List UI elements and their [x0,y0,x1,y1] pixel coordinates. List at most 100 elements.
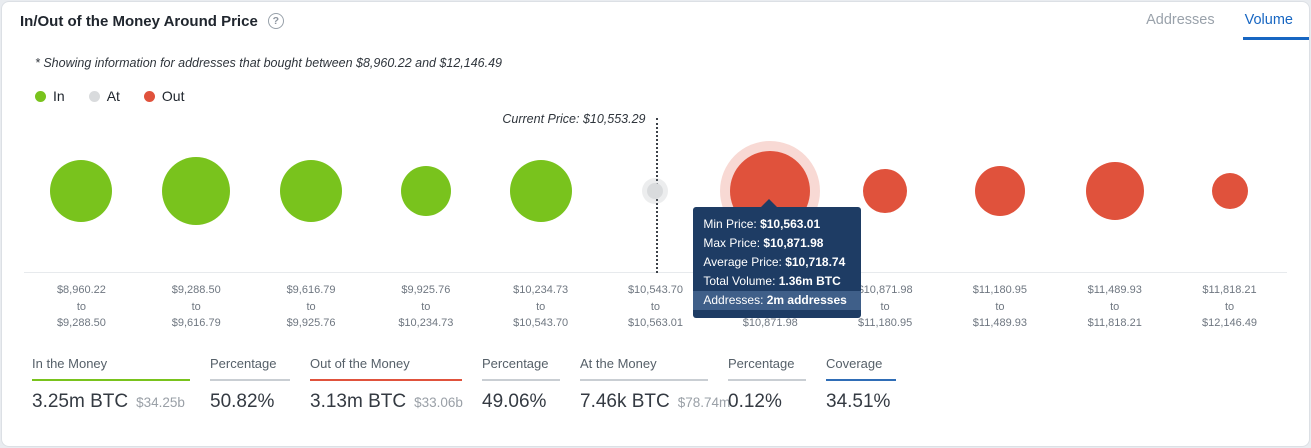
tooltip-row: Total Volume: 1.36m BTC [703,272,851,291]
bubble-zone [483,110,599,273]
tooltip-row-value: 1.36m BTC [778,274,841,288]
bubble-zone [1057,110,1173,273]
bubble-at[interactable] [647,183,664,199]
tabs: Addresses Volume [1144,2,1309,40]
stat-value: 50.82% [210,391,275,412]
legend-in-dot-icon [35,90,46,102]
x-axis-label: $9,616.79 to $9,925.76 [286,284,336,329]
stat-values: 7.46k BTC $78.74m [580,391,730,413]
chart-column: $9,288.50 to $9,616.79 [138,110,254,332]
card-header: In/Out of the Money Around Price ? Addre… [2,2,1309,40]
stat-value: 3.25m BTC [32,391,129,412]
bubble-zone [827,110,943,273]
bubble-in[interactable] [280,160,343,222]
x-axis-label: $8,960.22 to $9,288.50 [56,284,106,329]
bubble-zone [24,110,139,273]
tooltip-row-value: $10,871.98 [763,236,824,250]
bubble-zone [368,110,484,273]
bubble-out[interactable] [974,166,1025,216]
stat-values: 0.12% [728,391,806,413]
stat-percentage: Percentage 49.06% [482,356,560,413]
tooltip-row: Min Price: $10,563.01 [703,215,851,234]
stat-value: 7.46k BTC [580,391,670,412]
tooltip-row-label: Max Price: [703,236,764,250]
x-axis-label: $10,543.70 to $10,563.01 [627,284,683,329]
subtitle: * Showing information for addresses that… [35,56,503,70]
legend-label: Out [161,88,185,104]
tooltip-row-value: $10,718.74 [785,255,846,269]
tooltip-row: Max Price: $10,871.98 [703,234,851,253]
stat-label: Percentage [482,356,560,381]
bubble-out[interactable] [1085,162,1144,220]
help-icon[interactable]: ? [267,13,284,29]
bucket-tooltip: Min Price: $10,563.01 Max Price: $10,871.… [693,199,862,318]
page-title: In/Out of the Money Around Price [20,12,258,30]
stat-value: 0.12% [728,391,782,412]
stat-value: 3.13m BTC [310,391,407,412]
x-axis-label: $9,925.76 to $10,234.73 [398,284,454,329]
stat-secondary-value: $34.25b [136,395,185,410]
stat-value: 34.51% [826,391,891,412]
stat-values: 49.06% [482,391,560,413]
bubble-zone [942,110,1058,273]
tooltip-row: Addresses: 2m addresses [693,291,862,310]
legend-item-in[interactable]: In [35,88,65,104]
chart-column: $10,871.98 to $11,180.95 [827,110,943,332]
stat-values: 3.25m BTC $34.25b [32,391,190,413]
bubble-in[interactable] [400,166,451,216]
stat-secondary-value: $78.74m [677,395,731,410]
stat-secondary-value: $33.06b [414,395,463,410]
x-axis-label: $9,288.50 to $9,616.79 [171,284,221,329]
chart-column: $11,180.95 to $11,489.93 [942,110,1058,332]
tab-addresses[interactable]: Addresses [1146,11,1215,28]
x-axis-label: $11,489.93 to $11,818.21 [1087,284,1142,329]
stat-value: 49.06% [482,391,547,412]
stat-label: Percentage [210,356,290,381]
stat-values: 50.82% [210,391,290,413]
tooltip-row-value: $10,563.01 [760,217,821,231]
legend-at-dot-icon [88,90,100,102]
tooltip-row-label: Total Volume: [703,274,779,288]
bubble-out[interactable] [1211,173,1248,209]
legend-item-at[interactable]: At [88,88,120,104]
legend-label: In [53,88,65,104]
chart-column: $11,818.21 to $12,146.49 [1172,110,1287,332]
bubble-in[interactable] [162,157,231,225]
stat-label: At the Money [580,356,708,381]
bubble-out[interactable] [863,169,908,213]
chart-column: $10,543.70 to $10,563.01 [598,110,713,332]
stat-label: Percentage [728,356,806,381]
current-price-label: Current Price: $10,553.29 [502,112,646,126]
tooltip-row-label: Average Price: [703,255,786,269]
chart-column: $10,234.73 to $10,543.70 [483,110,599,332]
tooltip-row-label: Min Price: [703,217,761,231]
x-axis-label: $11,818.21 to $12,146.49 [1202,284,1258,329]
stat-values: 3.13m BTC $33.06b [310,391,463,413]
stat-label: In the Money [32,356,190,381]
stat-label: Out of the Money [310,356,462,381]
stat-at-the-money: At the Money 7.46k BTC $78.74m [580,356,730,413]
stat-values: 34.51% [826,391,896,413]
stat-out-of-the-money: Out of the Money 3.13m BTC $33.06b [310,356,463,413]
stat-in-the-money: In the Money 3.25m BTC $34.25b [32,356,190,413]
bubble-in[interactable] [509,160,572,222]
chart-column: $8,960.22 to $9,288.50 [24,110,139,332]
x-axis-label: $11,180.95 to $11,489.93 [972,284,1028,329]
bubble-zone [253,110,369,273]
bubble-in[interactable] [50,160,113,222]
legend-label: At [106,88,120,104]
legend: In At Out [35,88,1309,104]
legend-item-out[interactable]: Out [143,88,185,104]
stat-label: Coverage [826,356,896,381]
bubble-zone [138,110,254,273]
chart-column: $9,616.79 to $9,925.76 [253,110,369,332]
x-axis-label: $10,234.73 to $10,543.70 [513,284,569,329]
stat-percentage: Percentage 50.82% [210,356,290,413]
x-axis-label: $10,871.98 to $11,180.95 [857,284,913,329]
stat-coverage: Coverage 34.51% [826,356,896,413]
bubble-chart: Current Price: $10,553.29 $8,960.22 to $9,… [24,110,1287,332]
stat-percentage: Percentage 0.12% [728,356,806,413]
tab-volume[interactable]: Volume [1242,2,1309,40]
bubble-zone [598,110,713,273]
